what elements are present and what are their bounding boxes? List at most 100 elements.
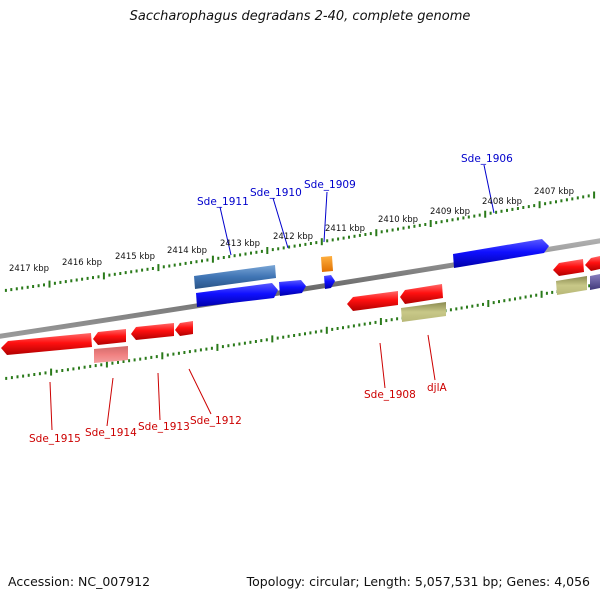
ruler-minor-tick: [511, 207, 514, 211]
ruler-minor-tick: [172, 352, 175, 356]
label-sde-1910: Sde_1910: [250, 187, 302, 199]
ruler-minor-tick: [519, 296, 522, 300]
ruler-minor-tick: [78, 366, 80, 370]
ruler-major-tick: [216, 343, 219, 351]
gene-reverse-c[interactable]: [585, 256, 600, 271]
ruler-minor-tick: [418, 223, 421, 227]
ruler-major-tick: [484, 210, 487, 218]
tick-label-2417: 2417 kbp: [9, 264, 49, 274]
ruler-minor-tick: [206, 258, 209, 262]
ruler-minor-tick: [473, 214, 476, 218]
ruler-minor-tick: [413, 224, 416, 228]
label-djla: djlA: [427, 382, 447, 394]
ruler-minor-tick: [455, 307, 458, 311]
ruler-minor-tick: [162, 265, 165, 269]
ruler-minor-tick: [397, 227, 399, 231]
ruler-minor-tick: [70, 279, 73, 283]
ruler-minor-tick: [492, 301, 495, 305]
gene-reverse-a[interactable]: [93, 329, 126, 345]
ruler-minor-tick: [495, 210, 498, 214]
ruler-major-tick: [211, 255, 214, 263]
ruler-minor-tick: [309, 331, 312, 335]
gene-olive-right[interactable]: [556, 276, 587, 295]
gene-sde-1911[interactable]: [194, 265, 276, 289]
ruler-major-tick: [487, 300, 490, 307]
ruler-minor-tick: [222, 256, 225, 259]
ruler-minor-tick: [588, 284, 591, 288]
ruler-minor-tick: [166, 353, 169, 357]
ruler-minor-tick: [4, 288, 7, 292]
ruler-minor-tick: [168, 264, 171, 268]
ruler-minor-tick: [16, 375, 19, 379]
ruler-minor-tick: [529, 294, 532, 298]
ruler-minor-tick: [514, 297, 516, 301]
ruler-minor-tick: [260, 249, 263, 253]
gene-djla[interactable]: [401, 302, 446, 322]
ruler-minor-tick: [141, 268, 144, 272]
ruler-minor-tick: [66, 368, 69, 372]
ruler-minor-tick: [314, 330, 317, 334]
ruler-minor-tick: [503, 299, 506, 303]
gene-reverse-b[interactable]: [553, 259, 584, 276]
ruler-minor-tick: [260, 339, 263, 343]
ruler-minor-tick: [309, 242, 312, 245]
ruler-minor-tick: [201, 259, 203, 263]
ruler-minor-tick: [500, 209, 503, 213]
ruler-minor-tick: [549, 201, 552, 205]
ruler-minor-tick: [113, 272, 116, 276]
gene-sde-1906[interactable]: [453, 239, 549, 268]
ruler-minor-tick: [255, 250, 258, 254]
ruler-upper: [4, 191, 596, 292]
ruler-minor-tick: [402, 226, 405, 230]
tick-label-2413: 2413 kbp: [220, 239, 260, 249]
gene-sde-1915[interactable]: [1, 333, 92, 355]
ruler-major-tick: [48, 280, 51, 288]
ruler-minor-tick: [59, 280, 62, 284]
ruler-major-tick: [102, 272, 105, 280]
ruler-minor-tick: [249, 340, 252, 344]
ruler-minor-tick: [476, 303, 479, 307]
ruler-minor-tick: [89, 364, 92, 368]
ruler-minor-tick: [179, 262, 182, 266]
ruler-minor-tick: [33, 373, 36, 376]
ruler-minor-tick: [271, 248, 274, 252]
ruler-minor-tick: [516, 207, 519, 210]
tick-label-2410: 2410 kbp: [378, 215, 418, 225]
ruler-major-tick: [105, 360, 108, 368]
ruler-minor-tick: [277, 247, 280, 251]
gene-sde-1914[interactable]: [94, 346, 128, 363]
ruler-major-tick: [379, 318, 382, 325]
gene-sde-1908[interactable]: [347, 291, 398, 311]
ruler-minor-tick: [190, 261, 193, 265]
ruler-minor-tick: [498, 300, 500, 304]
gene-sde-1910[interactable]: [279, 280, 306, 296]
ruler-major-tick: [375, 229, 378, 237]
gene-sde-1912[interactable]: [175, 321, 193, 336]
ruler-minor-tick: [228, 255, 231, 259]
ruler-minor-tick: [37, 284, 40, 288]
gene-sde-1909[interactable]: [321, 256, 333, 272]
ruler-minor-tick: [336, 327, 339, 330]
ruler-minor-tick: [81, 277, 84, 281]
ruler-minor-tick: [348, 235, 350, 239]
ruler-major-tick: [538, 201, 541, 209]
gene-sde-1913[interactable]: [131, 323, 174, 340]
ruler-minor-tick: [446, 219, 449, 223]
ruler-lower: [5, 281, 596, 380]
ruler-minor-tick: [239, 253, 242, 257]
ruler-minor-tick: [139, 357, 142, 361]
tick-label-2411: 2411 kbp: [325, 224, 365, 234]
gene-djla-a[interactable]: [400, 284, 443, 304]
ruler-minor-tick: [380, 230, 383, 234]
gene-purple-right[interactable]: [590, 274, 600, 290]
ruler-minor-tick: [331, 238, 334, 242]
ruler-minor-tick: [358, 233, 361, 237]
gene-forward-b[interactable]: [324, 275, 335, 289]
ruler-minor-tick: [363, 322, 366, 326]
ruler-minor-tick: [298, 333, 301, 337]
ruler-minor-tick: [462, 216, 465, 220]
gene-forward-a[interactable]: [196, 283, 278, 307]
label-sde-1914: Sde_1914: [85, 427, 137, 439]
ruler-minor-tick: [449, 308, 452, 312]
